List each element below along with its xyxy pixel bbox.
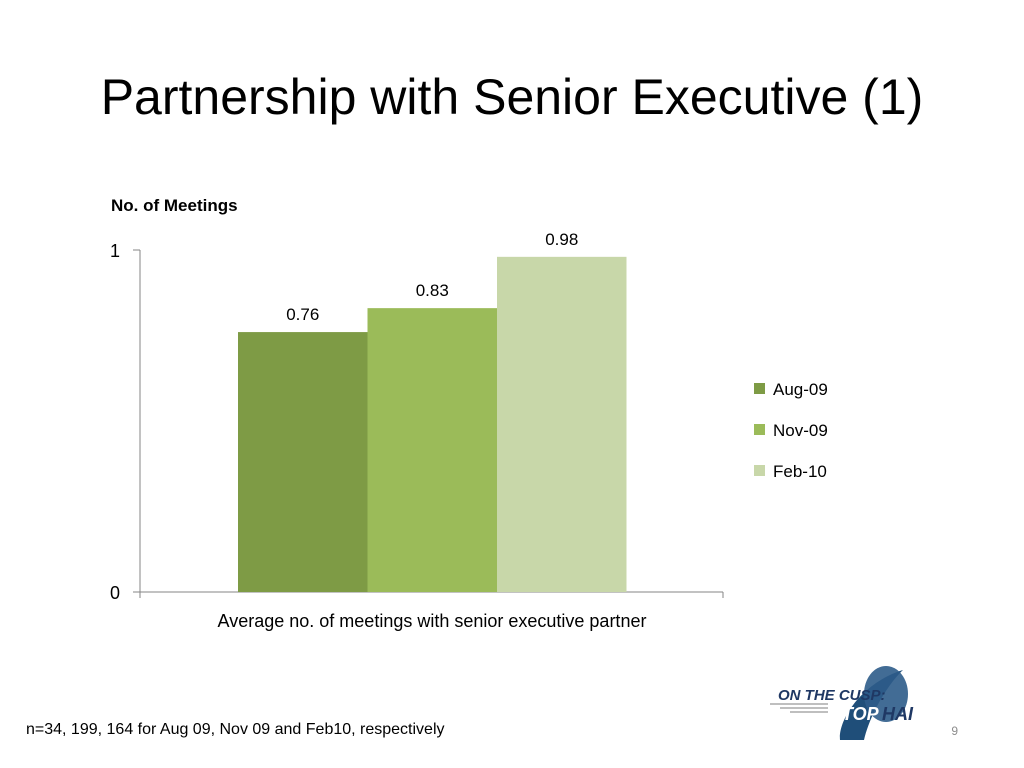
y-tick-label: 0 (110, 583, 120, 603)
legend: Aug-09 Nov-09 Feb-10 (754, 380, 828, 481)
slide-title: Partnership with Senior Executive (1) (100, 69, 924, 125)
on-the-cusp-logo: ON THE CUSP: STOP HAI (770, 666, 914, 740)
legend-swatch-aug-09 (754, 383, 765, 394)
legend-swatch-nov-09 (754, 424, 765, 435)
data-label-aug-09: 0.76 (286, 305, 319, 324)
bar-feb-10 (497, 256, 627, 592)
data-label-feb-10: 0.98 (545, 230, 578, 249)
page-number: 9 (951, 724, 958, 738)
bar-chart: No. of Meetings 01 0.760.830.98 Average … (110, 196, 828, 631)
bar-aug-09 (238, 332, 368, 592)
legend-label-feb-10: Feb-10 (773, 462, 827, 481)
legend-swatch-feb-10 (754, 465, 765, 476)
footnote: n=34, 199, 164 for Aug 09, Nov 09 and Fe… (26, 721, 445, 738)
legend-label-nov-09: Nov-09 (773, 421, 828, 440)
logo-line3: HAI (882, 704, 914, 724)
y-axis-title: No. of Meetings (111, 196, 238, 215)
legend-label-aug-09: Aug-09 (773, 380, 828, 399)
x-category-label: Average no. of meetings with senior exec… (218, 611, 647, 631)
bar-nov-09 (367, 308, 497, 592)
y-tick-label: 1 (110, 241, 120, 261)
logo-line1: ON THE CUSP: (778, 687, 886, 704)
y-axis-ticks: 01 (110, 241, 140, 603)
logo-line2: STOP (830, 704, 880, 724)
logo-orb-icon (864, 666, 908, 722)
bar-group: 0.76 0.83 0.98 (238, 230, 627, 592)
data-label-nov-09: 0.83 (416, 281, 449, 300)
